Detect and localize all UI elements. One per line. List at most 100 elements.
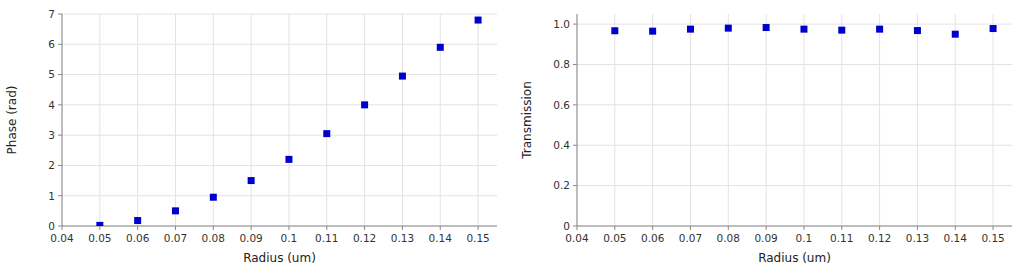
y-axis-line	[62, 14, 63, 226]
grid-line-x	[62, 14, 63, 226]
point	[687, 26, 694, 33]
point	[172, 207, 179, 214]
x-tick	[955, 226, 956, 230]
y-tick-label: 5	[48, 68, 55, 80]
x-tick-label: 0.07	[679, 232, 702, 244]
grid-line-x	[879, 14, 880, 226]
grid-line-x	[614, 14, 615, 226]
x-tick-label: 0.09	[754, 232, 777, 244]
grid-line-x	[728, 14, 729, 226]
x-tick-label: 0.15	[466, 232, 489, 244]
x-tick	[577, 226, 578, 230]
x-tick	[766, 226, 767, 230]
grid-line-x	[955, 14, 956, 226]
x-tick-label: 0.09	[239, 232, 262, 244]
x-tick-label: 0.12	[353, 232, 376, 244]
grid-line-y	[577, 226, 1012, 227]
y-tick	[58, 226, 62, 227]
y-tick-label: 2	[48, 159, 55, 171]
grid-line-x	[478, 14, 479, 226]
x-tick-label: 0.11	[830, 232, 853, 244]
x-tick	[478, 226, 479, 230]
grid-line-y	[62, 14, 497, 15]
grid-line-x	[993, 14, 994, 226]
y-tick	[58, 135, 62, 136]
y-tick	[58, 195, 62, 196]
y-tick	[573, 145, 577, 146]
x-tick-label: 0.06	[641, 232, 665, 244]
x-tick-label: 0.14	[429, 232, 453, 244]
y-tick-label: 0.2	[553, 179, 570, 191]
grid-line-x	[364, 14, 365, 226]
points	[96, 17, 481, 226]
point	[914, 27, 921, 34]
point	[437, 44, 444, 51]
x-tick	[879, 226, 880, 230]
y-tick	[573, 24, 577, 25]
y-axis-line	[577, 14, 578, 226]
y-axis-label: Transmission	[520, 81, 534, 160]
x-tick	[175, 226, 176, 230]
x-tick-label: 0.15	[981, 232, 1004, 244]
x-tick	[137, 226, 138, 230]
grid-line-x	[917, 14, 918, 226]
grid-line-y	[577, 104, 1012, 105]
point	[611, 27, 618, 34]
subplot: 0.040.050.060.070.080.090.10.110.120.130…	[520, 14, 1012, 265]
point	[248, 177, 255, 184]
grid-line-x	[288, 14, 289, 226]
x-tick	[917, 226, 918, 230]
y-tick-label: 0	[48, 220, 55, 232]
x-tick	[993, 226, 994, 230]
points	[611, 24, 996, 38]
x-tick-label: 0.05	[603, 232, 626, 244]
y-tick	[58, 14, 62, 15]
y-tick	[58, 44, 62, 45]
grid-line-y	[62, 104, 497, 105]
x-tick	[803, 226, 804, 230]
y-tick-label: 0.4	[553, 139, 570, 151]
grid-line-x	[137, 14, 138, 226]
x-tick-label: 0.13	[906, 232, 929, 244]
x-tick	[440, 226, 441, 230]
x-tick-label: 0.1	[281, 232, 298, 244]
grid-line-y	[577, 145, 1012, 146]
y-tick-label: 3	[48, 129, 55, 141]
point	[323, 130, 330, 137]
grid-line-y	[62, 195, 497, 196]
point	[952, 31, 959, 38]
point	[361, 101, 368, 108]
y-axis-label: Phase (rad)	[5, 86, 19, 155]
x-tick	[841, 226, 842, 230]
x-tick	[99, 226, 100, 230]
x-tick-label: 0.12	[868, 232, 891, 244]
y-tick	[58, 74, 62, 75]
x-tick-label: 0.08	[202, 232, 225, 244]
grid-line-x	[841, 14, 842, 226]
x-tick-label: 0.11	[315, 232, 338, 244]
y-tick-label: 0.6	[553, 99, 570, 111]
x-axis-line	[62, 226, 497, 227]
point	[990, 25, 997, 32]
x-tick-label: 0.07	[164, 232, 187, 244]
x-tick	[251, 226, 252, 230]
point	[876, 26, 883, 33]
y-tick-label: 1.0	[553, 18, 570, 30]
x-tick	[652, 226, 653, 230]
point	[800, 26, 807, 33]
x-tick	[62, 226, 63, 230]
point	[96, 222, 103, 226]
x-tick	[288, 226, 289, 230]
y-tick	[573, 64, 577, 65]
grid-line-x	[577, 14, 578, 226]
grid-line-y	[62, 165, 497, 166]
grid-line-x	[175, 14, 176, 226]
x-axis-label: Radius (um)	[243, 251, 316, 265]
point	[725, 25, 732, 32]
x-tick	[728, 226, 729, 230]
x-tick-label: 0.04	[50, 232, 74, 244]
y-tick	[573, 185, 577, 186]
y-tick-label: 7	[48, 8, 55, 20]
subplot: 0.040.050.060.070.080.090.10.110.120.130…	[5, 8, 497, 265]
grid-line-x	[99, 14, 100, 226]
